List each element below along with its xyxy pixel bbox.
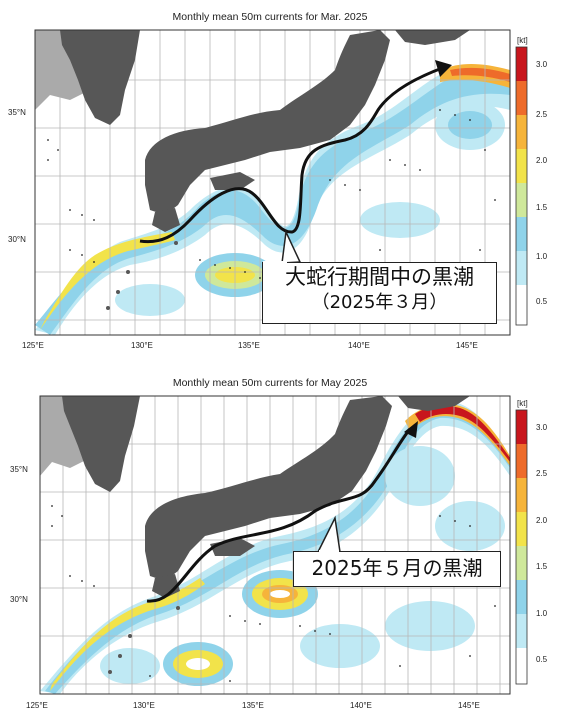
lat-label: 30°N xyxy=(10,595,28,604)
colorbar-tick: 0.5 xyxy=(536,655,548,664)
map-frame xyxy=(39,395,511,695)
lon-label: 125°E xyxy=(26,701,48,710)
colorbar-tick: 3.0 xyxy=(536,423,548,432)
kuroshio-arrowhead xyxy=(404,421,418,438)
callout-box: 2025年５月の黒潮 xyxy=(293,551,501,587)
colorbar-tick: 0.5 xyxy=(536,297,548,306)
map-plot-may: [kt] 3.0 2.5 2.0 1.5 1.0 0.5 35°N 30°N 1… xyxy=(10,395,548,710)
lon-label: 140°E xyxy=(348,341,370,350)
colorbar xyxy=(515,46,528,326)
lon-label: 140°E xyxy=(350,701,372,710)
colorbar-tick: 2.5 xyxy=(536,469,548,478)
current-speed-field xyxy=(40,400,510,694)
colorbar-unit: [kt] xyxy=(517,36,528,45)
lon-label: 145°E xyxy=(456,341,478,350)
current-speed-field xyxy=(35,64,510,335)
colorbar-tick: 1.5 xyxy=(536,562,548,571)
lon-label: 130°E xyxy=(131,341,153,350)
colorbar-tick: 1.5 xyxy=(536,203,548,212)
lat-label: 35°N xyxy=(10,465,28,474)
colorbar-tick: 2.5 xyxy=(536,110,548,119)
map-panel-march: Monthly mean 50m currents for Mar. 2025 xyxy=(0,0,564,352)
colorbar-tick: 1.0 xyxy=(536,609,548,618)
colorbar-tick: 1.0 xyxy=(536,252,548,261)
kuroshio-path xyxy=(139,65,446,244)
colorbar-tick: 2.0 xyxy=(536,516,548,525)
map-title: Monthly mean 50m currents for May 2025 xyxy=(172,377,368,389)
colorbar-tick: 2.0 xyxy=(536,156,548,165)
callout-joint xyxy=(319,550,339,553)
map-panel-may: Monthly mean 50m currents for May 2025 xyxy=(0,366,564,717)
callout-joint xyxy=(263,261,287,264)
lat-label: 35°N xyxy=(8,108,26,117)
lon-label: 135°E xyxy=(238,341,260,350)
lat-label: 30°N xyxy=(8,235,26,244)
landmass xyxy=(35,30,470,310)
lon-label: 145°E xyxy=(458,701,480,710)
lon-label: 130°E xyxy=(133,701,155,710)
callout-line1: 大蛇行期間中の黒潮 xyxy=(285,265,474,289)
kuroshio-arrowhead xyxy=(435,60,452,77)
callout-line2: （2025年３月） xyxy=(311,292,448,313)
map-frame xyxy=(34,29,511,336)
callout-line1: 2025年５月の黒潮 xyxy=(311,556,483,580)
callout-box: 大蛇行期間中の黒潮 （2025年３月） xyxy=(262,262,497,324)
lon-label: 135°E xyxy=(242,701,264,710)
lon-label: 125°E xyxy=(22,341,44,350)
colorbar-tick: 3.0 xyxy=(536,60,548,69)
map-title: Monthly mean 50m currents for Mar. 2025 xyxy=(172,11,368,23)
colorbar-unit: [kt] xyxy=(517,399,528,408)
landmass xyxy=(40,396,470,674)
kuroshio-path xyxy=(146,428,412,603)
colorbar xyxy=(515,409,528,685)
